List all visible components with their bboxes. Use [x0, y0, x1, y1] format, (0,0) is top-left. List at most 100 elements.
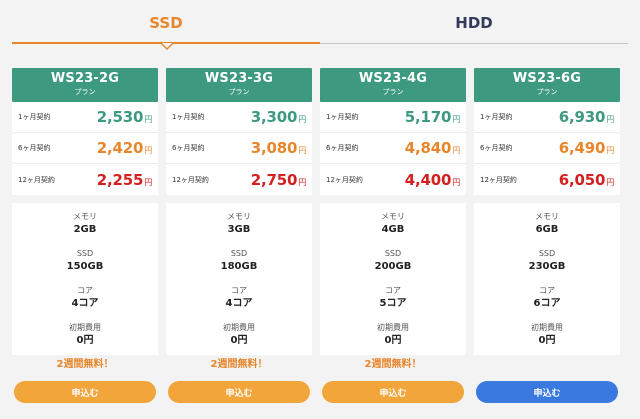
plan-subtitle: プラン [536, 88, 558, 96]
tab-hdd[interactable]: HDD [455, 14, 493, 32]
spec-label: メモリ [381, 212, 405, 221]
spec-label: SSD [538, 249, 556, 258]
spec-label: SSD [230, 249, 248, 258]
apply-button[interactable]: 申込む [322, 381, 464, 403]
spec-list: メモリ 6GB SSD 230GB コア 6コア 初期費用 0円 [474, 203, 620, 355]
price-list: 1ヶ月契約 2,530円 6ヶ月契約 2,420円 12ヶ月契約 2,255円 [12, 102, 158, 195]
plan-name: WS23-6G [512, 71, 582, 86]
plan-card-ws23-2g: WS23-2G プラン 1ヶ月契約 2,530円 6ヶ月契約 2,420円 12… [12, 68, 158, 408]
spec-setup-fee: 初期費用 0円 [474, 318, 620, 355]
price-label: 6ヶ月契約 [480, 144, 513, 152]
promo-text: 2週間無料！ [210, 359, 268, 370]
spec-label: メモリ [73, 212, 97, 221]
spec-label: 初期費用 [377, 323, 409, 332]
plan-header: WS23-2G プラン [12, 68, 158, 102]
spec-storage: SSD 200GB [320, 244, 466, 281]
spec-cores: コア 6コア [474, 281, 620, 318]
price-row-1-month: 1ヶ月契約 2,530円 [12, 102, 158, 133]
apply-button[interactable]: 申込む [14, 381, 156, 403]
spec-value: 0円 [384, 335, 402, 346]
spec-value: 4コア [225, 298, 253, 309]
price-row-1-month: 1ヶ月契約 3,300円 [166, 102, 312, 133]
price-row-6-months: 6ヶ月契約 3,080円 [166, 133, 312, 164]
price-label: 1ヶ月契約 [18, 113, 51, 121]
promo-text: 2週間無料！ [56, 359, 114, 370]
spec-value: 0円 [230, 335, 248, 346]
price-value: 6,050円 [558, 170, 614, 189]
spec-cores: コア 4コア [12, 281, 158, 318]
price-list: 1ヶ月契約 5,170円 6ヶ月契約 4,840円 12ヶ月契約 4,400円 [320, 102, 466, 195]
spec-list: メモリ 4GB SSD 200GB コア 5コア 初期費用 0円 [320, 203, 466, 355]
price-label: 1ヶ月契約 [326, 113, 359, 121]
plan-header: WS23-3G プラン [166, 68, 312, 102]
spec-cores: コア 4コア [166, 281, 312, 318]
price-value: 6,490円 [558, 139, 614, 157]
plan-name: WS23-2G [50, 71, 120, 86]
price-list: 1ヶ月契約 3,300円 6ヶ月契約 3,080円 12ヶ月契約 2,750円 [166, 102, 312, 195]
apply-button[interactable]: 申込む [168, 381, 310, 403]
price-label: 1ヶ月契約 [172, 113, 205, 121]
price-value: 5,170円 [404, 108, 460, 126]
spec-setup-fee: 初期費用 0円 [166, 318, 312, 355]
price-label: 12ヶ月契約 [172, 175, 209, 184]
plan-header: WS23-4G プラン [320, 68, 466, 102]
price-row-12-months: 12ヶ月契約 2,255円 [12, 164, 158, 195]
spec-storage: SSD 230GB [474, 244, 620, 281]
plan-subtitle: プラン [228, 88, 250, 96]
price-row-6-months: 6ヶ月契約 6,490円 [474, 133, 620, 164]
spec-label: コア [539, 286, 555, 295]
spec-label: コア [231, 286, 247, 295]
price-value: 4,840円 [404, 139, 460, 157]
spec-value: 6GB [535, 224, 559, 235]
spec-value: 6コア [533, 298, 561, 309]
spec-list: メモリ 2GB SSD 150GB コア 4コア 初期費用 0円 [12, 203, 158, 355]
price-label: 1ヶ月契約 [480, 113, 513, 121]
spec-value: 0円 [538, 335, 556, 346]
price-label: 12ヶ月契約 [480, 175, 517, 184]
spec-label: メモリ [535, 212, 559, 221]
spec-memory: メモリ 3GB [166, 207, 312, 244]
caret-inner [162, 43, 172, 48]
spec-label: コア [385, 286, 401, 295]
apply-button[interactable]: 申込む [476, 381, 618, 403]
spec-list: メモリ 3GB SSD 180GB コア 4コア 初期費用 0円 [166, 203, 312, 355]
plan-name: WS23-3G [204, 71, 274, 86]
plan-card-ws23-4g: WS23-4G プラン 1ヶ月契約 5,170円 6ヶ月契約 4,840円 12… [320, 68, 466, 408]
plan-header: WS23-6G プラン [474, 68, 620, 102]
spec-value: 180GB [220, 261, 258, 272]
spec-label: SSD [76, 249, 94, 258]
spec-value: 5コア [379, 298, 407, 309]
price-value: 4,400円 [404, 170, 460, 189]
price-row-12-months: 12ヶ月契約 4,400円 [320, 164, 466, 195]
plan-card-ws23-3g: WS23-3G プラン 1ヶ月契約 3,300円 6ヶ月契約 3,080円 12… [166, 68, 312, 408]
spec-setup-fee: 初期費用 0円 [320, 318, 466, 355]
spec-value: 200GB [374, 261, 412, 272]
spec-memory: メモリ 2GB [12, 207, 158, 244]
spec-value: 4コア [71, 298, 99, 309]
price-label: 6ヶ月契約 [18, 144, 51, 152]
price-value: 2,420円 [96, 139, 152, 157]
plan-subtitle: プラン [382, 88, 404, 96]
spec-cores: コア 5コア [320, 281, 466, 318]
spec-label: SSD [384, 249, 402, 258]
price-label: 6ヶ月契約 [172, 144, 205, 152]
spec-storage: SSD 150GB [12, 244, 158, 281]
spec-storage: SSD 180GB [166, 244, 312, 281]
tab-ssd[interactable]: SSD [149, 14, 183, 32]
spec-value: 4GB [381, 224, 405, 235]
plan-card-ws23-6g: WS23-6G プラン 1ヶ月契約 6,930円 6ヶ月契約 6,490円 12… [474, 68, 620, 408]
plan-subtitle: プラン [74, 88, 96, 96]
price-row-1-month: 1ヶ月契約 6,930円 [474, 102, 620, 133]
spec-value: 230GB [528, 261, 566, 272]
plan-name: WS23-4G [358, 71, 428, 86]
spec-label: 初期費用 [69, 323, 101, 332]
price-label: 6ヶ月契約 [326, 144, 359, 152]
plan-list: WS23-2G プラン 1ヶ月契約 2,530円 6ヶ月契約 2,420円 12… [12, 68, 628, 408]
price-label: 12ヶ月契約 [18, 175, 55, 184]
price-row-12-months: 12ヶ月契約 2,750円 [166, 164, 312, 195]
spec-label: 初期費用 [531, 323, 563, 332]
spec-label: メモリ [227, 212, 251, 221]
spec-value: 150GB [66, 261, 104, 272]
price-row-1-month: 1ヶ月契約 5,170円 [320, 102, 466, 133]
price-row-6-months: 6ヶ月契約 2,420円 [12, 133, 158, 164]
